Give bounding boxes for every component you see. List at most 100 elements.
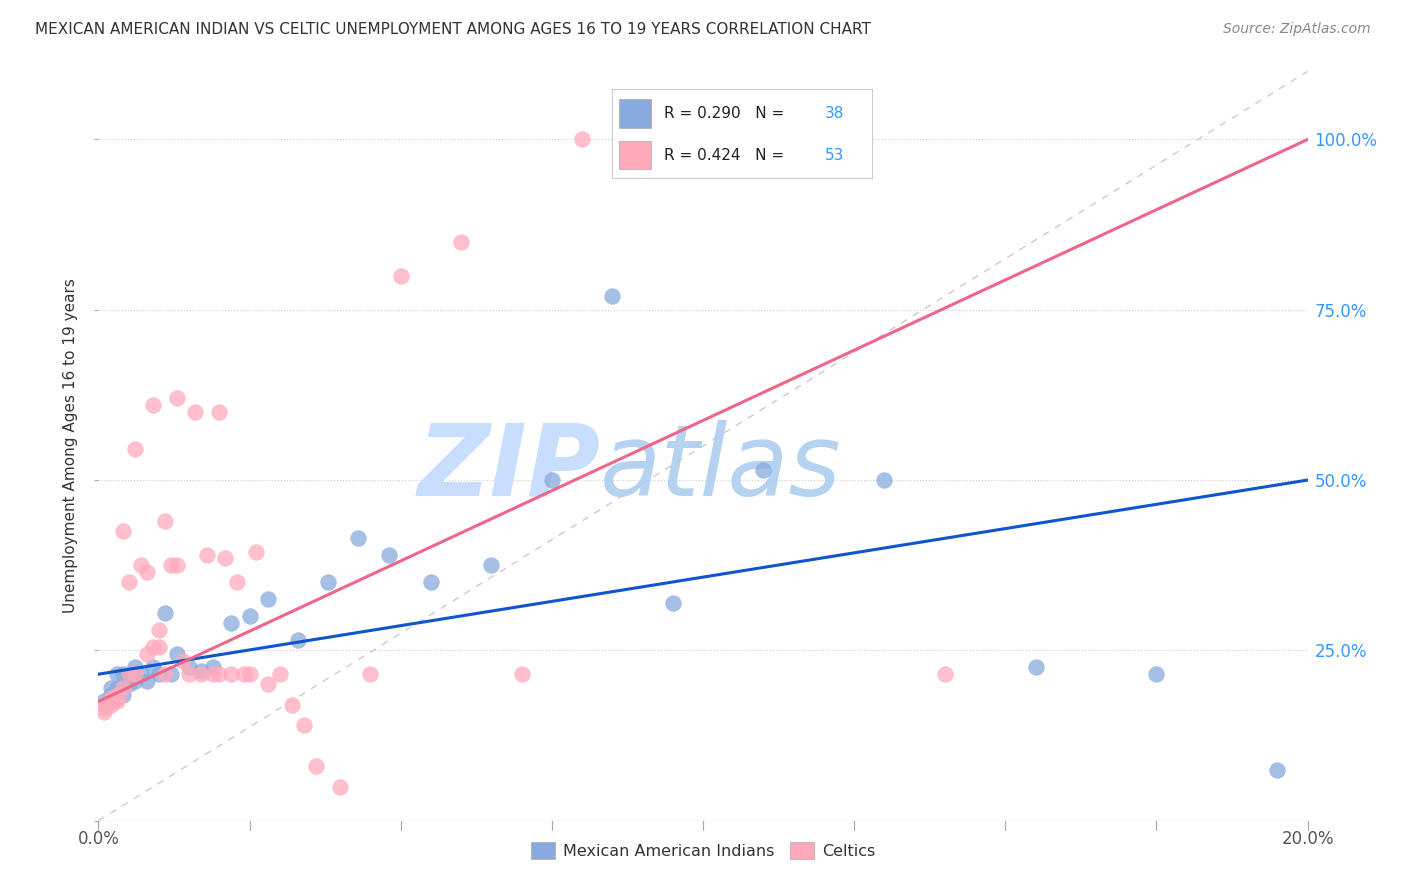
Point [100, 688, 122, 702]
Point [510, 667, 533, 681]
Point [111, 667, 134, 681]
Point [1024, 660, 1046, 674]
Point [142, 398, 165, 412]
Y-axis label: Unemployment Among Ages 16 to 19 years: Unemployment Among Ages 16 to 19 years [63, 278, 79, 614]
Point [100, 694, 122, 708]
Point [100, 681, 122, 695]
Point [329, 780, 352, 794]
FancyBboxPatch shape [620, 99, 651, 128]
Point [347, 531, 370, 545]
Point [153, 514, 176, 528]
Point [142, 660, 165, 674]
Point [100, 691, 122, 706]
Point [179, 660, 201, 674]
Point [124, 660, 146, 674]
Point [281, 698, 304, 712]
Point [1267, 763, 1289, 777]
Point [135, 565, 157, 579]
Text: Source: ZipAtlas.com: Source: ZipAtlas.com [1223, 22, 1371, 37]
Point [190, 667, 212, 681]
Point [184, 405, 207, 419]
Point [540, 473, 562, 487]
Point [105, 681, 128, 695]
Point [129, 558, 152, 573]
Point [208, 405, 231, 419]
Point [148, 640, 170, 654]
Legend: Mexican American Indians, Celtics: Mexican American Indians, Celtics [524, 836, 882, 865]
Point [129, 667, 152, 681]
Point [124, 673, 146, 688]
Point [602, 289, 624, 303]
Point [160, 558, 183, 573]
Point [172, 654, 194, 668]
Point [292, 718, 315, 732]
Point [287, 633, 309, 648]
Point [135, 673, 157, 688]
Point [245, 544, 267, 558]
Point [934, 667, 956, 681]
Point [269, 667, 291, 681]
Point [118, 677, 141, 691]
Point [153, 667, 176, 681]
Text: ZIP: ZIP [418, 420, 600, 517]
Point [105, 694, 128, 708]
Point [221, 667, 243, 681]
Point [148, 667, 170, 681]
Point [360, 667, 382, 681]
Point [166, 392, 188, 406]
Point [111, 524, 134, 538]
Point [661, 596, 683, 610]
Point [124, 442, 146, 457]
Text: R = 0.424   N =: R = 0.424 N = [664, 148, 789, 162]
Point [153, 606, 176, 620]
Point [195, 548, 218, 562]
Point [420, 575, 443, 590]
Point [377, 548, 399, 562]
Point [389, 268, 412, 283]
Point [124, 667, 146, 681]
Text: R = 0.290   N =: R = 0.290 N = [664, 106, 789, 120]
Point [93, 705, 115, 719]
Point [93, 701, 115, 715]
Point [105, 688, 128, 702]
Point [226, 575, 249, 590]
Point [873, 473, 896, 487]
Text: 38: 38 [825, 106, 844, 120]
Point [450, 235, 472, 249]
Point [202, 660, 225, 674]
Point [142, 640, 165, 654]
Point [118, 575, 141, 590]
Point [93, 694, 115, 708]
Point [100, 698, 122, 712]
Point [202, 667, 225, 681]
Point [148, 623, 170, 637]
Point [305, 759, 328, 773]
Point [316, 575, 339, 590]
FancyBboxPatch shape [620, 141, 651, 169]
Point [571, 132, 593, 146]
Point [118, 667, 141, 681]
Point [239, 609, 262, 624]
Point [214, 551, 236, 566]
Point [221, 616, 243, 631]
Text: 53: 53 [825, 148, 844, 162]
Point [160, 667, 183, 681]
Point [190, 664, 212, 678]
Point [111, 681, 134, 695]
Point [179, 667, 201, 681]
Point [256, 677, 278, 691]
Text: MEXICAN AMERICAN INDIAN VS CELTIC UNEMPLOYMENT AMONG AGES 16 TO 19 YEARS CORRELA: MEXICAN AMERICAN INDIAN VS CELTIC UNEMPL… [35, 22, 872, 37]
Point [93, 698, 115, 712]
Point [208, 667, 231, 681]
Point [1144, 667, 1167, 681]
Point [256, 592, 278, 607]
Point [111, 688, 134, 702]
Point [481, 558, 503, 573]
Point [135, 647, 157, 661]
Point [105, 667, 128, 681]
Point [166, 558, 188, 573]
Point [105, 691, 128, 706]
Point [239, 667, 262, 681]
Text: atlas: atlas [600, 420, 842, 517]
Point [118, 667, 141, 681]
